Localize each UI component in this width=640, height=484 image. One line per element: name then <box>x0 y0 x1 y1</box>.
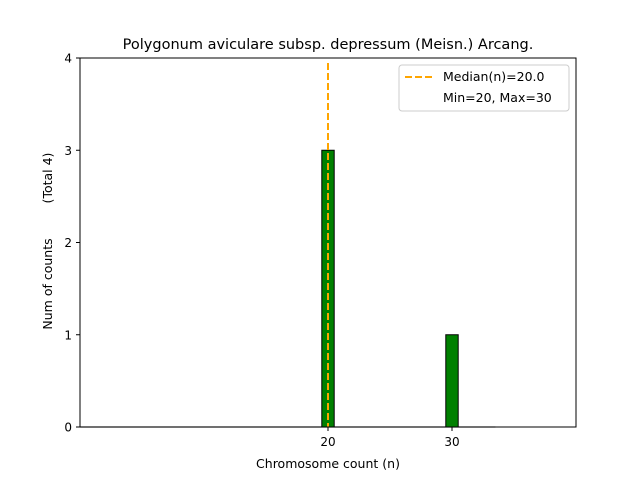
x-tick-label-30: 30 <box>444 435 459 449</box>
legend-median-label: Median(n)=20.0 <box>443 69 544 84</box>
y-tick-label-4: 4 <box>64 52 72 66</box>
y-tick-label-3: 3 <box>64 144 72 158</box>
y-tick-label-0: 0 <box>64 421 72 435</box>
bar-30 <box>445 334 459 428</box>
y-tick-label-1: 1 <box>64 328 72 342</box>
legend-box <box>398 64 570 112</box>
y-axis-label: Num of counts <box>40 238 55 329</box>
y-axis-total-label: (Total 4) <box>40 153 55 204</box>
x-tick-label-20: 20 <box>320 435 335 449</box>
x-axis-label: Chromosome count (n) <box>256 456 400 471</box>
chart-title: Polygonum aviculare subsp. depressum (Me… <box>123 37 534 53</box>
legend-range-label: Min=20, Max=30 <box>443 90 552 105</box>
legend: Median(n)=20.0 Min=20, Max=30 <box>398 64 570 112</box>
y-tick-label-2: 2 <box>64 236 72 250</box>
